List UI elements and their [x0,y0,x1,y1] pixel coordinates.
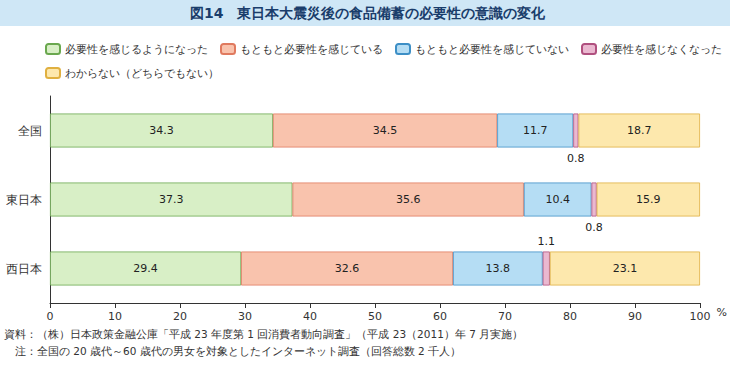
svg-text:30: 30 [238,310,252,323]
svg-text:32.6: 32.6 [335,262,360,275]
svg-text:必要性を感じなくなった: 必要性を感じなくなった [601,43,722,56]
svg-text:34.3: 34.3 [149,124,174,137]
svg-text:34.5: 34.5 [373,124,398,137]
svg-text:60: 60 [433,310,447,323]
svg-text:80: 80 [563,310,577,323]
svg-text:11.7: 11.7 [523,124,548,137]
svg-text:10: 10 [108,310,122,323]
svg-text:0.8: 0.8 [585,221,603,234]
svg-text:注：全国の 20 歳代～60 歳代の男女を対象としたインター: 注：全国の 20 歳代～60 歳代の男女を対象としたインターネット調査（回答総数… [4,345,461,357]
svg-text:必要性を感じるようになった: 必要性を感じるようになった [65,43,208,56]
svg-text:40: 40 [303,310,317,323]
svg-text:35.6: 35.6 [396,193,421,206]
svg-text:1.1: 1.1 [538,235,556,248]
svg-text:0.8: 0.8 [567,152,585,165]
svg-text:10.4: 10.4 [545,193,570,206]
svg-text:90: 90 [628,310,642,323]
svg-text:西日本: 西日本 [6,262,42,276]
svg-text:図14 東日本大震災後の食品備蓄の必要性の意識の変化: 図14 東日本大震災後の食品備蓄の必要性の意識の変化 [190,5,546,21]
svg-text:東日本: 東日本 [6,193,42,207]
svg-text:0: 0 [47,310,54,323]
svg-text:70: 70 [498,310,512,323]
svg-text:23.1: 23.1 [613,262,638,275]
svg-text:13.8: 13.8 [486,262,511,275]
svg-text:わからない（どちらでもない）: わからない（どちらでもない） [65,67,219,80]
svg-text:20: 20 [173,310,187,323]
svg-text:資料：（株）日本政策金融公庫「平成 23 年度第 1 回消費: 資料：（株）日本政策金融公庫「平成 23 年度第 1 回消費者動向調査」（平成 … [4,328,523,340]
svg-text:50: 50 [368,310,382,323]
svg-text:もともと必要性を感じていない: もともと必要性を感じていない [415,43,569,56]
svg-text:18.7: 18.7 [627,124,652,137]
svg-text:もともと必要性を感じている: もともと必要性を感じている [240,43,383,56]
svg-text:%: % [716,306,726,319]
svg-text:15.9: 15.9 [636,193,661,206]
svg-text:37.3: 37.3 [159,193,184,206]
svg-text:29.4: 29.4 [133,262,158,275]
svg-text:全国: 全国 [18,124,42,138]
svg-text:100: 100 [690,310,711,323]
